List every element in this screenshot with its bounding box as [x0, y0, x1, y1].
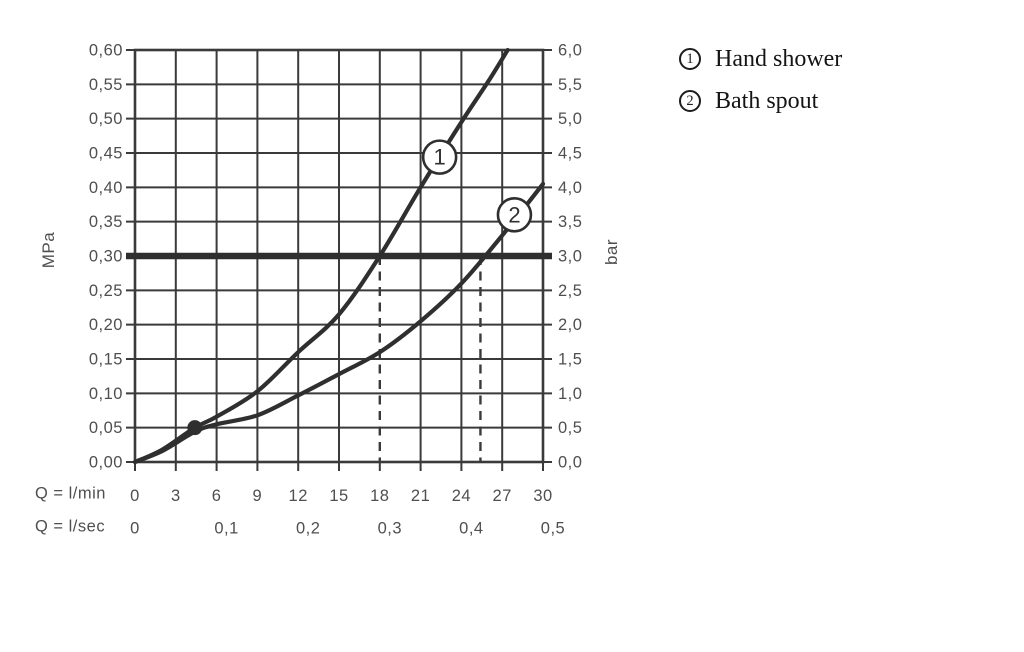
y-tick-left: 0,30 [89, 248, 123, 266]
y-tick-right: 2,0 [558, 316, 582, 334]
x-tick-lmin: 30 [533, 487, 552, 505]
y-tick-left: 0,40 [89, 179, 123, 197]
operating-point-dot [187, 420, 203, 436]
x-tick-lmin: 6 [212, 487, 222, 505]
x-axis-lsec-label: Q = l/sec [35, 517, 106, 536]
x-tick-lsec: 0 [130, 520, 140, 538]
x-tick-lsec: 0,1 [214, 520, 238, 538]
x-tick-lmin: 3 [171, 487, 181, 505]
legend-item-bath-spout: 2 Bath spout [679, 86, 842, 116]
y-tick-left: 0,05 [89, 419, 123, 437]
y-tick-right: 1,5 [558, 351, 582, 369]
y-tick-right: 6,0 [558, 42, 582, 60]
y-tick-left: 0,10 [89, 385, 123, 403]
y-tick-right: 3,0 [558, 248, 582, 266]
curve-marker-circle-2 [496, 197, 533, 233]
y-tick-left: 0,45 [89, 145, 123, 163]
x-tick-lmin: 21 [411, 487, 430, 505]
y-tick-left: 0,25 [89, 282, 123, 300]
y-tick-right: 5,5 [558, 76, 582, 94]
y-tick-right: 3,5 [558, 213, 582, 231]
legend-label-bath-spout: Bath spout [715, 88, 819, 114]
x-tick-lmin: 27 [493, 487, 512, 505]
legend-label-hand-shower: Hand shower [715, 46, 843, 72]
y-tick-right: 0,0 [558, 454, 582, 472]
y-tick-left: 0,35 [89, 213, 123, 231]
curve-marker-number-2: 2 [508, 202, 520, 227]
y-tick-right: 4,5 [558, 145, 582, 163]
y-tick-left: 0,00 [89, 454, 123, 472]
x-tick-lmin: 9 [253, 487, 263, 505]
x-tick-lsec: 0,3 [378, 520, 402, 538]
curve-marker-circle-1 [421, 139, 458, 175]
legend-symbol-1-icon: 1 [679, 48, 701, 70]
x-tick-lmin: 0 [130, 487, 140, 505]
x-tick-lmin: 18 [370, 487, 389, 505]
y-axis-right-title: bar [602, 238, 621, 266]
x-tick-lsec: 0,4 [459, 520, 483, 538]
legend: 1 Hand shower 2 Bath spout [679, 44, 842, 116]
x-axis-lmin-label: Q = l/min [35, 484, 106, 503]
y-axis-left-title: MPa [39, 231, 58, 269]
y-tick-left: 0,55 [89, 76, 123, 94]
curve-marker-number-1: 1 [434, 145, 446, 170]
y-tick-right: 4,0 [558, 179, 582, 197]
y-tick-left: 0,20 [89, 316, 123, 334]
x-tick-lmin: 12 [289, 487, 308, 505]
x-tick-lsec: 0,5 [541, 520, 565, 538]
y-tick-right: 1,0 [558, 385, 582, 403]
legend-item-hand-shower: 1 Hand shower [679, 44, 842, 74]
y-tick-left: 0,60 [89, 42, 123, 60]
x-tick-lmin: 15 [329, 487, 348, 505]
y-tick-right: 2,5 [558, 282, 582, 300]
y-tick-left: 0,15 [89, 351, 123, 369]
y-tick-left: 0,50 [89, 110, 123, 128]
y-tick-right: 5,0 [558, 110, 582, 128]
x-tick-lmin: 24 [452, 487, 471, 505]
x-tick-lsec: 0,2 [296, 520, 320, 538]
y-tick-right: 0,5 [558, 419, 582, 437]
legend-symbol-2-icon: 2 [679, 90, 701, 112]
